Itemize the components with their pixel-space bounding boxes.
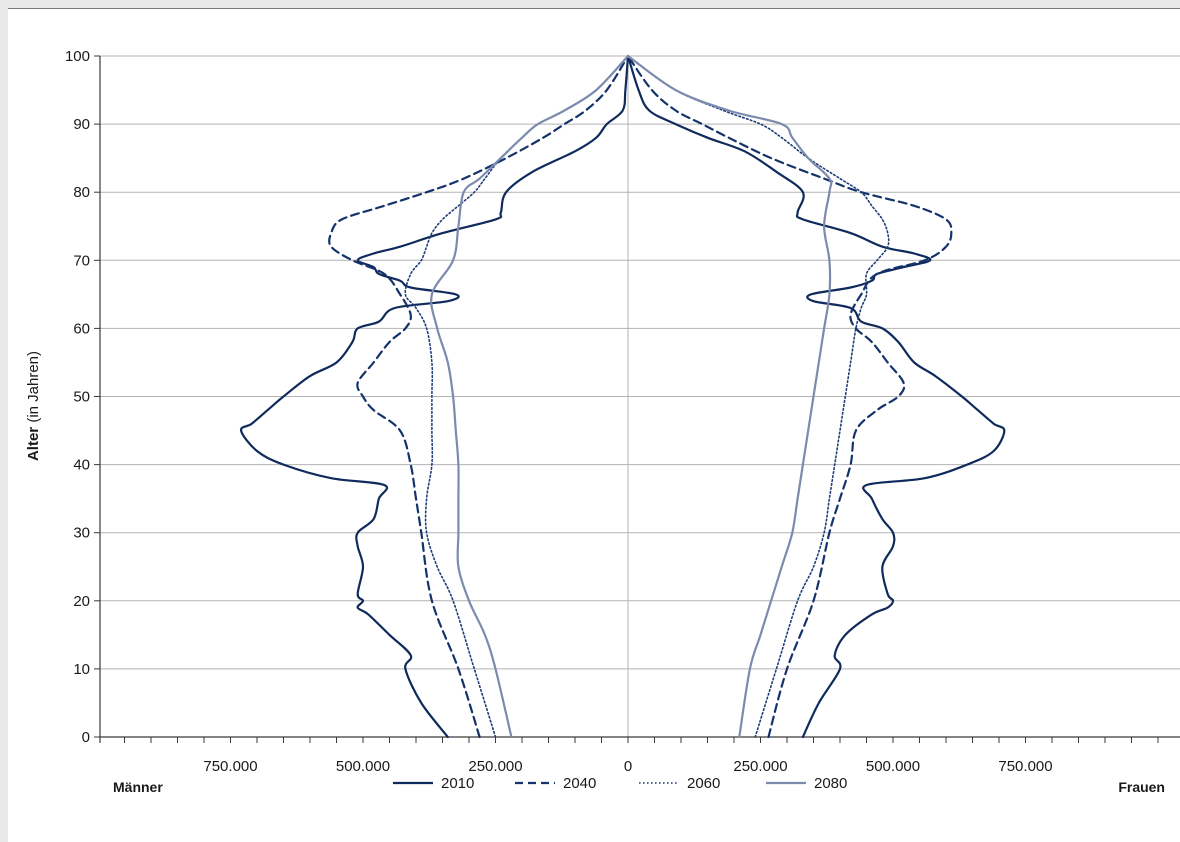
y-axis-title: Alter (in Jahren) [25, 351, 42, 461]
legend-label-2010: 2010 [441, 775, 474, 792]
x-tick-label: 500.000 [866, 758, 920, 775]
y-tick-label: 10 [73, 661, 90, 678]
legend-label-2060: 2060 [687, 775, 720, 792]
y-tick-label: 30 [73, 525, 90, 542]
legend: 2010 2040 2060 2080 [393, 775, 847, 792]
series-line-2010-men [239, 54, 630, 739]
y-tick-label: 80 [73, 184, 90, 201]
series-lines [239, 54, 1006, 739]
y-tick-label: 70 [73, 252, 90, 269]
y-tick-label: 50 [73, 389, 90, 406]
series-line-2080-women [626, 54, 833, 739]
y-tick-label: 0 [82, 729, 90, 746]
x-tick-label: 0 [624, 758, 632, 775]
tick-labels: 0 10 20 30 40 50 60 70 80 90 100 750.000 500.000 250.… [65, 48, 1053, 775]
series-line-2010-women [626, 54, 1006, 739]
x-tick-label: 750.000 [203, 758, 257, 775]
gridlines [100, 55, 1180, 738]
x-tick-label: 250.000 [733, 758, 787, 775]
axes [94, 55, 1180, 743]
series-line-2040-women [626, 54, 953, 739]
legend-label-2040: 2040 [563, 775, 596, 792]
population-pyramid-chart: 0 10 20 30 40 50 60 70 80 90 100 750.000 500.000 250.… [25, 48, 1180, 795]
y-tick-label: 60 [73, 320, 90, 337]
y-tick-label: 40 [73, 457, 90, 474]
series-line-2040-men [328, 54, 630, 739]
legend-label-2080: 2080 [814, 775, 847, 792]
left-side-label: Männer [113, 779, 163, 795]
x-tick-label: 750.000 [998, 758, 1052, 775]
series-line-2080-men [430, 54, 630, 739]
x-tick-label: 500.000 [336, 758, 390, 775]
y-tick-label: 100 [65, 48, 90, 65]
y-tick-label: 90 [73, 116, 90, 133]
x-tick-label: 250.000 [468, 758, 522, 775]
y-tick-label: 20 [73, 593, 90, 610]
right-side-label: Frauen [1118, 779, 1165, 795]
chart-frame: 0 10 20 30 40 50 60 70 80 90 100 750.000 500.000 250.… [8, 8, 1180, 842]
